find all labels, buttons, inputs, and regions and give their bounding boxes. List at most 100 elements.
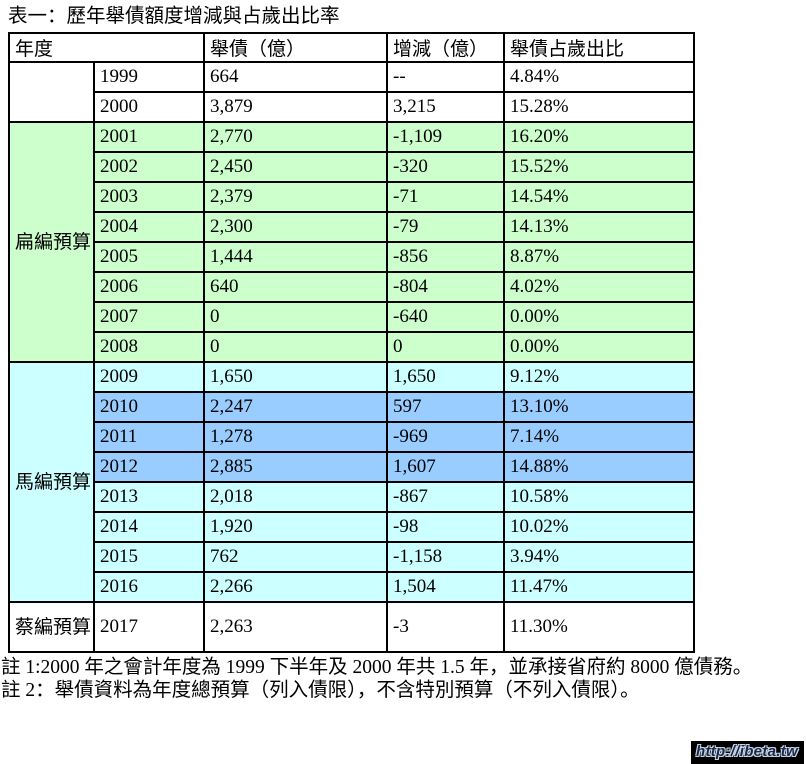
- year-cell: 2014: [93, 511, 206, 543]
- ratio-cell: 0.00%: [503, 301, 696, 333]
- debt-cell: 664: [203, 61, 389, 93]
- ratio-cell: 11.47%: [503, 571, 696, 603]
- debt-cell: 2,263: [203, 601, 389, 653]
- table-row: 馬編預算 2009 1,650 1,650 9.12%: [7, 361, 696, 603]
- table-row: 2006 640 -804 4.02%: [9, 271, 696, 303]
- debt-cell: 2,247: [203, 391, 389, 423]
- page-title: 表一：歷年舉債額度增減與占歲出比率: [8, 6, 340, 27]
- debt-cell: 2,266: [203, 571, 389, 603]
- table-row: 蔡編預算 2017 2,263 -3 11.30%: [7, 601, 696, 653]
- change-cell: 1,607: [386, 451, 506, 483]
- year-cell: 2000: [93, 91, 206, 123]
- debt-cell: 3,879: [203, 91, 389, 123]
- table-row: 2000 3,879 3,215 15.28%: [9, 91, 696, 123]
- debt-cell: 2,885: [203, 451, 389, 483]
- debt-cell: 2,450: [203, 151, 389, 183]
- debt-cell: 2,379: [203, 181, 389, 213]
- debt-cell: 2,770: [203, 121, 389, 153]
- table-row: 2008 0 0 0.00%: [9, 331, 696, 363]
- debt-cell: 2,018: [203, 481, 389, 513]
- year-cell: 2011: [93, 421, 206, 453]
- change-cell: 3,215: [386, 91, 506, 123]
- ratio-cell: 14.13%: [503, 211, 696, 243]
- change-cell: -969: [386, 421, 506, 453]
- header-debt: 舉債（億）: [203, 32, 389, 63]
- header-row: 年度 舉債（億） 增減（億） 舉債占歲出比: [7, 32, 696, 63]
- table-row: 2003 2,379 -71 14.54%: [9, 181, 696, 213]
- table-row: 2015 762 -1,158 3.94%: [9, 541, 696, 573]
- debt-cell: 0: [203, 301, 389, 333]
- change-cell: 0: [386, 331, 506, 363]
- ratio-cell: 9.12%: [503, 361, 696, 393]
- year-cell: 2010: [93, 391, 206, 423]
- change-cell: 1,650: [386, 361, 506, 393]
- ratio-cell: 8.87%: [503, 241, 696, 273]
- year-cell: 2008: [93, 331, 206, 363]
- group-label-cell: 扁編預算: [7, 121, 96, 363]
- ratio-cell: 14.54%: [503, 181, 696, 213]
- group-label-cell: [7, 61, 96, 123]
- change-cell: -71: [386, 181, 506, 213]
- year-cell: 2012: [93, 451, 206, 483]
- ratio-cell: 4.02%: [503, 271, 696, 303]
- debt-table: 年度 舉債（億） 增減（億） 舉債占歲出比 1999 664 -- 4.84% 2000…: [7, 32, 696, 653]
- year-cell: 2001: [93, 121, 206, 153]
- change-cell: -867: [386, 481, 506, 513]
- table-row: 2005 1,444 -856 8.87%: [9, 241, 696, 273]
- table-row: 2011 1,278 -969 7.14%: [9, 421, 696, 453]
- table-row: 2010 2,247 597 13.10%: [9, 391, 696, 423]
- change-cell: -640: [386, 301, 506, 333]
- header-change: 增減（億）: [386, 32, 506, 63]
- year-cell: 2002: [93, 151, 206, 183]
- change-cell: 597: [386, 391, 506, 423]
- year-cell: 2007: [93, 301, 206, 333]
- year-cell: 2017: [93, 601, 206, 653]
- debt-cell: 2,300: [203, 211, 389, 243]
- change-cell: -79: [386, 211, 506, 243]
- ratio-cell: 16.20%: [503, 121, 696, 153]
- year-cell: 2015: [93, 541, 206, 573]
- debt-cell: 762: [203, 541, 389, 573]
- group-label-cell: 蔡編預算: [7, 601, 96, 653]
- group-label-cell: 馬編預算: [7, 361, 96, 603]
- change-cell: --: [386, 61, 506, 93]
- year-cell: 2003: [93, 181, 206, 213]
- ratio-cell: 7.14%: [503, 421, 696, 453]
- ratio-cell: 15.52%: [503, 151, 696, 183]
- header-ratio: 舉債占歲出比: [503, 32, 696, 63]
- year-cell: 2005: [93, 241, 206, 273]
- table-row: 扁編預算 2001 2,770 -1,109 16.20%: [7, 121, 696, 363]
- table-body: 1999 664 -- 4.84% 2000 3,879 3,215 15.28% 扁編預算 20…: [7, 61, 696, 653]
- footnote-1: 註 1:2000 年之會計年度為 1999 下半年及 2000 年共 1.5 年…: [1, 657, 753, 678]
- change-cell: -804: [386, 271, 506, 303]
- debt-cell: 0: [203, 331, 389, 363]
- table-row: 2007 0 -640 0.00%: [9, 301, 696, 333]
- header-year: 年度: [7, 32, 206, 63]
- ratio-cell: 11.30%: [503, 601, 696, 653]
- table-row: 2013 2,018 -867 10.58%: [9, 481, 696, 513]
- ratio-cell: 4.84%: [503, 61, 696, 93]
- change-cell: -3: [386, 601, 506, 653]
- footnotes: 註 1:2000 年之會計年度為 1999 下半年及 2000 年共 1.5 年…: [1, 656, 806, 702]
- table-row: 1999 664 -- 4.84%: [7, 61, 696, 123]
- table-row: 2014 1,920 -98 10.02%: [9, 511, 696, 543]
- table-row: 2004 2,300 -79 14.13%: [9, 211, 696, 243]
- ratio-cell: 15.28%: [503, 91, 696, 123]
- ratio-cell: 14.88%: [503, 451, 696, 483]
- year-cell: 2006: [93, 271, 206, 303]
- debt-cell: 640: [203, 271, 389, 303]
- year-cell: 2004: [93, 211, 206, 243]
- change-cell: -1,158: [386, 541, 506, 573]
- change-cell: -1,109: [386, 121, 506, 153]
- change-cell: 1,504: [386, 571, 506, 603]
- year-cell: 2013: [93, 481, 206, 513]
- change-cell: -856: [386, 241, 506, 273]
- ratio-cell: 3.94%: [503, 541, 696, 573]
- debt-cell: 1,278: [203, 421, 389, 453]
- debt-cell: 1,444: [203, 241, 389, 273]
- debt-cell: 1,920: [203, 511, 389, 543]
- year-cell: 2009: [93, 361, 206, 393]
- table-row: 2002 2,450 -320 15.52%: [9, 151, 696, 183]
- table-row: 2012 2,885 1,607 14.88%: [9, 451, 696, 483]
